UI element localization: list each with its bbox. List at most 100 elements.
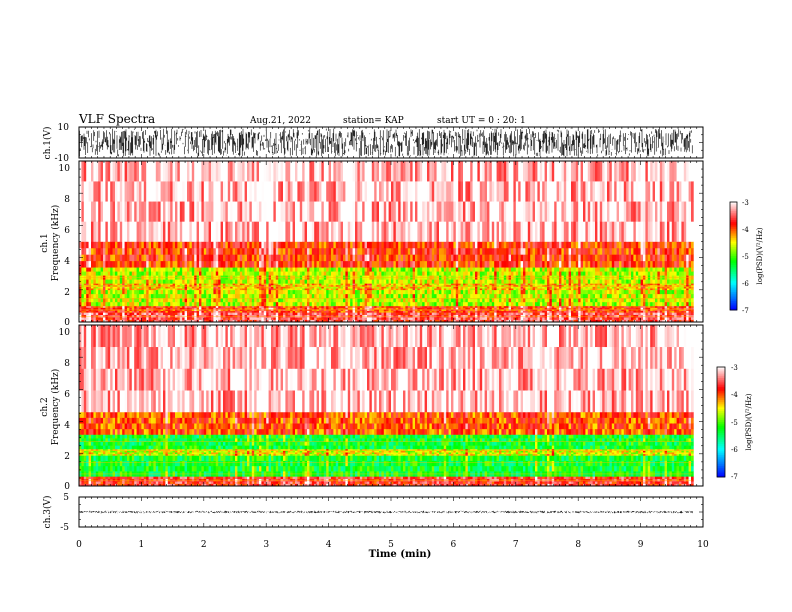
spectrogram-cell [326,312,329,316]
spectrogram-cell [355,247,358,255]
spectrogram-cell [206,221,209,242]
spectrogram-cell [83,305,87,308]
spectrogram-cell [83,260,87,268]
spectrogram-cell [323,305,327,308]
spectrogram-cell [448,279,452,284]
spectrogram-cell [244,312,248,316]
spectrogram-cell [203,181,207,202]
spectrogram-cell [427,247,430,255]
spectrogram-cell [467,301,471,307]
spectrogram-cell [475,289,478,295]
spectrogram-cell [484,317,488,320]
spectrogram-cell [143,260,147,268]
spectrogram-cell [256,312,260,316]
spectrogram-cell [395,288,399,291]
spectrogram-cell [81,289,85,295]
spectrogram-cell [410,288,413,291]
spectrogram-cell [247,254,250,262]
spectrogram-cell [393,301,397,307]
spectrogram-cell [105,284,109,287]
spectrogram-cell [271,301,274,307]
spectrogram-cell [323,293,327,299]
spectrogram-cell [215,301,219,307]
spectrogram-cell [309,286,313,289]
spectrogram-cell [441,254,445,262]
spectrogram-cell [95,221,99,242]
spectrogram-cell [412,247,416,255]
spectrogram-cell [122,310,125,313]
spectrogram-cell [441,241,445,249]
spectrogram-cell [470,221,473,242]
spectrogram-cell [83,181,87,202]
spectrogram-cell [110,317,113,320]
spectrogram-cell [230,288,233,291]
spectrogram-cell [148,201,152,222]
spectrogram-cell [472,267,476,272]
spectrogram-cell [458,317,461,320]
spectrogram-cell [167,161,171,182]
spectrogram-cell [141,286,145,289]
spectrogram-cell [326,260,329,268]
spectrogram-cell [427,279,430,284]
spectrogram-cell [285,310,289,313]
spectrogram-cell [465,201,469,222]
spectrogram-cell [362,254,365,262]
spectrogram-cell [319,247,322,255]
spectrogram-cell [223,310,226,313]
spectrogram-cell [345,283,349,286]
spectrogram-cell [158,310,161,313]
spectrogram-cell [273,284,277,287]
spectrogram-cell [115,260,118,268]
spectrogram-cell [206,286,209,289]
spectrogram-cell [453,289,457,295]
spectrogram-cell [472,181,476,202]
spectrogram-cell [405,307,409,310]
spectrogram-cell [179,247,183,255]
spectrogram-cell [371,221,375,242]
spectrogram-cell [484,289,488,295]
spectrogram-cell [261,312,265,316]
spectrogram-cell [235,221,238,242]
ch1-waveform-trace [79,128,693,157]
spectrogram-cell [88,161,92,182]
spectrogram-cell [119,301,123,307]
spectrogram-cell [273,310,277,313]
spectrogram-cell [472,221,476,242]
spectrogram-cell [431,288,435,291]
spectrogram-cell [436,307,440,310]
spectrogram-cell [477,181,481,202]
spectrogram-cell [110,307,113,310]
spectrogram-cell [419,241,423,249]
spectrogram-cell [290,254,293,262]
spectrogram-cell [184,181,188,202]
spectrogram-cell [484,271,488,276]
spectrogram-cell [465,312,469,316]
spectrogram-cell [451,247,454,255]
spectrogram-cell [429,293,433,299]
spectrogram-cell [95,284,99,287]
spectrogram-cell [400,260,404,268]
spectrogram-cell [345,271,349,276]
spectrogram-cell [343,289,346,295]
spectrogram-cell [311,288,315,291]
spectrogram-cell [275,283,279,286]
spectrogram-cell [439,289,442,295]
spectrogram-cell [297,201,301,222]
spectrogram-cell [295,247,298,255]
spectrogram-cell [196,241,200,249]
spectrogram-cell [359,161,363,182]
spectrogram-cell [165,317,169,320]
spectrogram-cell [292,289,296,295]
spectrogram-cell [369,301,373,307]
spectrogram-cell [235,279,238,284]
spectrogram-cell [357,241,361,249]
spectrogram-cell [453,271,457,276]
spectrogram-cell [189,260,193,268]
spectrogram-cell [93,201,97,222]
spectrogram-cell [359,301,363,307]
spectrogram-cell [424,201,428,222]
spectrogram-cell [479,221,483,242]
spectrogram-cell [343,254,346,262]
spectrogram-cell [355,307,358,310]
spectrogram-cell [227,317,231,320]
